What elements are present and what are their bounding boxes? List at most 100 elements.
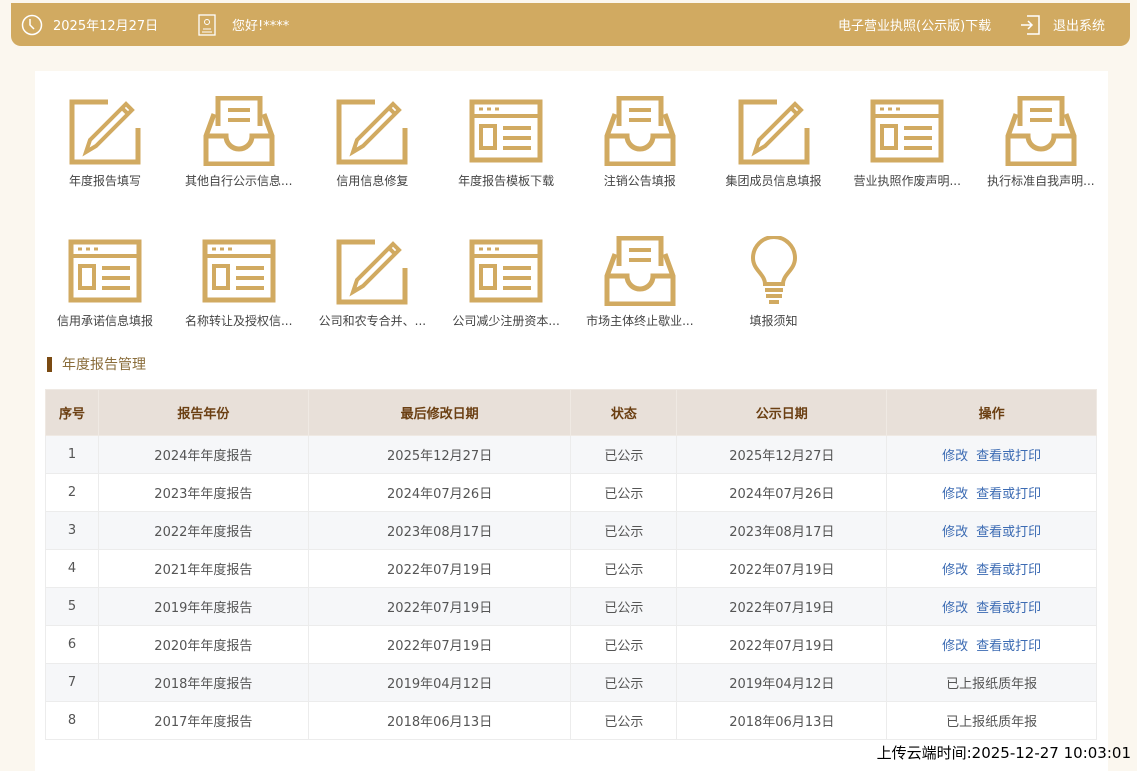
shortcut-pencil[interactable]: 年度报告填写: [38, 96, 172, 189]
shortcut-label[interactable]: 营业执照作废声明...: [853, 174, 961, 188]
table-cell: 2022年年度报告: [97, 511, 309, 550]
table-cell: 已上报纸质年报: [886, 701, 1097, 740]
shortcut-form[interactable]: 信用承诺信息填报: [38, 236, 172, 329]
table-cell: 修改 查看或打印: [886, 549, 1097, 588]
logout-text[interactable]: 退出系统: [1053, 19, 1106, 34]
table-cell: 2022年07月19日: [676, 549, 888, 588]
table-cell: 2024年07月26日: [307, 473, 572, 512]
table-cell: 2019年04月12日: [676, 663, 888, 702]
top-bar: 2025年12月27日 您好!**** 电子营业执照(公示版)下载 退出系统: [11, 3, 1130, 46]
table-cell: 2: [45, 473, 99, 512]
table-cell: 修改 查看或打印: [886, 473, 1097, 512]
shortcut-bulb[interactable]: 填报须知: [707, 236, 841, 329]
table-row: 8 2017年年度报告 2018年06月13日 已公示 2018年06月13日 已上报纸质…: [45, 701, 1097, 740]
form-icon: [172, 236, 306, 306]
pencil-icon: [707, 96, 841, 166]
shortcut-label[interactable]: 填报须知: [749, 314, 798, 328]
table-cell: 修改 查看或打印: [886, 625, 1097, 664]
greeting-text: 您好!****: [232, 19, 290, 34]
table-cell: 已公示: [570, 587, 678, 626]
edit-link[interactable]: 修改: [942, 449, 969, 464]
inbox-icon: [573, 96, 707, 166]
table-row: 6 2020年年度报告 2022年07月19日 已公示 2022年07月19日 修改 查看或…: [45, 625, 1097, 664]
shortcut-label[interactable]: 年度报告模板下载: [458, 174, 555, 188]
shortcut-pencil[interactable]: 信用信息修复: [305, 96, 439, 189]
table-cell: 1: [45, 435, 99, 474]
table-cell: 2023年08月17日: [307, 511, 572, 550]
column-header: 操作: [886, 389, 1097, 436]
view-print-link[interactable]: 查看或打印: [976, 525, 1042, 540]
shortcut-form[interactable]: 营业执照作废声明...: [840, 96, 974, 189]
edit-link[interactable]: 修改: [942, 639, 969, 654]
date-display: 2025年12月27日: [21, 3, 158, 46]
table-cell: 已公示: [570, 549, 678, 588]
table-row: 5 2019年年度报告 2022年07月19日 已公示 2022年07月19日 修改 查看或…: [45, 587, 1097, 626]
shortcut-label[interactable]: 其他自行公示信息...: [184, 174, 293, 188]
table-cell: 2024年07月26日: [676, 473, 888, 512]
edit-link[interactable]: 修改: [942, 563, 969, 578]
view-print-link[interactable]: 查看或打印: [976, 487, 1042, 502]
table-row: 1 2024年年度报告 2025年12月27日 已公示 2025年12月27日 修改 查看或…: [45, 435, 1097, 474]
license-download-text[interactable]: 电子营业执照(公示版)下载: [838, 19, 992, 34]
date-text: 2025年12月27日: [53, 19, 159, 34]
table-cell: 2020年年度报告: [97, 625, 309, 664]
inbox-icon: [573, 236, 707, 306]
shortcut-label[interactable]: 名称转让及授权信...: [184, 314, 293, 328]
shortcut-label[interactable]: 注销公告填报: [603, 174, 676, 188]
bulb-icon: [707, 236, 841, 306]
table-cell: 7: [45, 663, 99, 702]
table-cell: 4: [45, 549, 99, 588]
shortcut-inbox[interactable]: 市场主体终止歇业...: [573, 236, 707, 329]
view-print-link[interactable]: 查看或打印: [976, 563, 1042, 578]
shortcut-form[interactable]: 名称转让及授权信...: [172, 236, 306, 329]
user-greeting: 您好!****: [198, 3, 289, 46]
table-cell: 修改 查看或打印: [886, 435, 1097, 474]
table-cell: 6: [45, 625, 99, 664]
edit-link[interactable]: 修改: [942, 601, 969, 616]
shortcut-label[interactable]: 执行标准自我声明...: [987, 174, 1095, 188]
table-cell: 2022年07月19日: [307, 625, 572, 664]
table-cell: 修改 查看或打印: [886, 511, 1097, 550]
table-cell: 2019年04月12日: [307, 663, 572, 702]
table-cell: 已上报纸质年报: [886, 663, 1097, 702]
table-cell: 2017年年度报告: [97, 701, 309, 740]
shortcut-form[interactable]: 公司减少注册资本...: [439, 236, 573, 329]
view-print-link[interactable]: 查看或打印: [976, 639, 1042, 654]
shortcut-label[interactable]: 信用信息修复: [336, 174, 409, 188]
shortcut-pencil[interactable]: 集团成员信息填报: [707, 96, 841, 189]
edit-link[interactable]: 修改: [942, 487, 969, 502]
table-row: 2 2023年年度报告 2024年07月26日 已公示 2024年07月26日 修改 查看或…: [45, 473, 1097, 512]
column-header: 序号: [45, 389, 99, 436]
shortcut-inbox[interactable]: 注销公告填报: [573, 96, 707, 189]
shortcut-label[interactable]: 公司减少注册资本...: [452, 314, 560, 328]
shortcut-form[interactable]: 年度报告模板下载: [439, 96, 573, 189]
table-cell: 2018年年度报告: [97, 663, 309, 702]
section-marker: [47, 356, 52, 372]
shortcut-label[interactable]: 集团成员信息填报: [725, 174, 822, 188]
table-cell: 2018年06月13日: [307, 701, 572, 740]
shortcut-label[interactable]: 市场主体终止歇业...: [586, 314, 694, 328]
view-print-link[interactable]: 查看或打印: [976, 449, 1042, 464]
upload-time: 上传云端时间:2025-12-27 10:03:01: [876, 744, 1131, 762]
table-cell: 5: [45, 587, 99, 626]
table-cell: 2022年07月19日: [307, 587, 572, 626]
shortcut-label[interactable]: 信用承诺信息填报: [56, 314, 153, 328]
clock-icon: [21, 14, 43, 35]
table-cell: 2023年年度报告: [97, 473, 309, 512]
logout-button[interactable]: 退出系统: [1019, 3, 1105, 46]
shortcut-inbox[interactable]: 其他自行公示信息...: [172, 96, 306, 189]
shortcut-pencil[interactable]: 公司和农专合并、...: [305, 236, 439, 329]
view-print-link[interactable]: 查看或打印: [976, 601, 1042, 616]
logout-icon: [1021, 14, 1040, 35]
pencil-icon: [305, 236, 439, 306]
form-icon: [439, 96, 573, 166]
license-download-link[interactable]: 电子营业执照(公示版)下载: [838, 3, 991, 46]
edit-link[interactable]: 修改: [942, 525, 969, 540]
shortcut-label[interactable]: 年度报告填写: [68, 174, 141, 188]
shortcut-label[interactable]: 公司和农专合并、...: [318, 314, 427, 328]
shortcut-inbox[interactable]: 执行标准自我声明...: [974, 96, 1108, 189]
table-cell: 3: [45, 511, 99, 550]
table-row: 3 2022年年度报告 2023年08月17日 已公示 2023年08月17日 修改 查看或…: [45, 511, 1097, 550]
column-header: 报告年份: [97, 389, 309, 436]
table-cell: 已公示: [570, 701, 678, 740]
